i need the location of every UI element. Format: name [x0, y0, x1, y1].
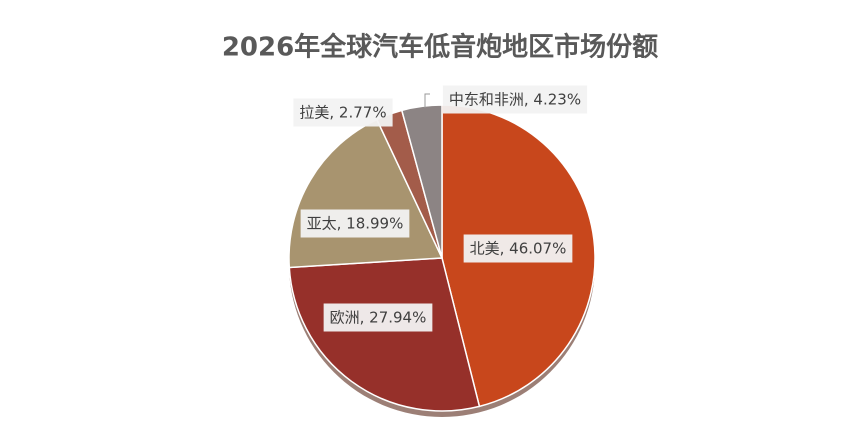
data-label-group: 中东和非洲, 4.23% [442, 85, 588, 114]
data-label: 拉美, 2.77% [299, 104, 386, 122]
data-label-box [293, 98, 393, 127]
chart-title: 2026年全球汽车低音炮地区市场份额 [222, 32, 658, 63]
pie-slice [400, 104, 443, 259]
data-label-box [300, 209, 410, 238]
data-label-group: 北美, 46.07% [463, 234, 573, 263]
data-label-group: 亚太, 18.99% [300, 209, 410, 238]
data-label: 欧洲, 27.94% [330, 309, 427, 327]
data-label-box [323, 303, 433, 332]
data-label: 亚太, 18.99% [307, 215, 404, 233]
pie-slice [288, 257, 481, 412]
data-label-group: 欧洲, 27.94% [323, 303, 433, 332]
data-label-group: 拉美, 2.77% [293, 98, 393, 127]
data-label: 北美, 46.07% [470, 240, 567, 258]
leader-line [424, 93, 430, 108]
data-label-box [463, 234, 573, 263]
data-label-box [442, 85, 588, 114]
data-label: 中东和非洲, 4.23% [449, 91, 581, 109]
